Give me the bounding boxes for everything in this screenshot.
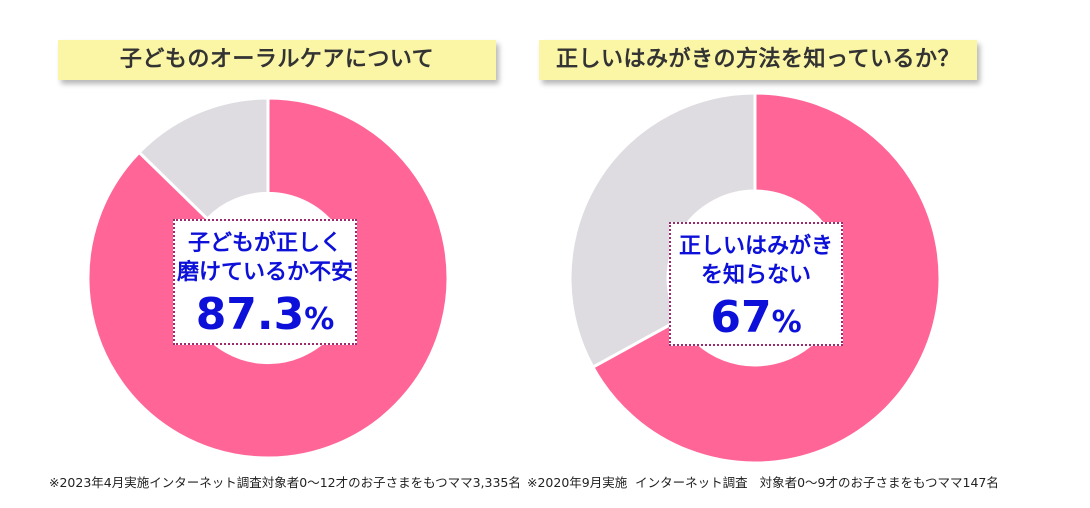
callout-left-value: 87.3 bbox=[195, 289, 305, 340]
callout-left-unit: % bbox=[304, 302, 335, 337]
callout-right-line1: 正しいはみがき bbox=[678, 234, 833, 259]
callout-right: 正しいはみがき を知らない 67% bbox=[669, 222, 843, 346]
callout-left-value-wrap: 87.3% bbox=[175, 289, 355, 346]
callout-left-line1: 子どもが正しく bbox=[187, 231, 342, 256]
note-left: ※2023年4月実施インターネット調査対象者0～12才のお子さまをもつママ3,3… bbox=[49, 475, 521, 490]
callout-right-value: 67 bbox=[710, 292, 772, 343]
note-right: ※2020年9月実施 インターネット調査 対象者0～9才のお子さまをもつママ14… bbox=[527, 475, 999, 490]
callout-right-value-wrap: 67% bbox=[671, 292, 841, 349]
chart-title-right: 正しいはみがきの方法を知っているか？ bbox=[539, 40, 977, 80]
chart-title-left: 子どものオーラルケアについて bbox=[58, 40, 496, 80]
callout-right-line2: を知らない bbox=[700, 263, 811, 288]
callout-right-unit: % bbox=[771, 305, 802, 340]
donut-slice-rest bbox=[137, 96, 270, 222]
callout-left-line2: 磨けているか不安 bbox=[176, 260, 353, 285]
callout-left: 子どもが正しく 磨けているか不安 87.3% bbox=[173, 219, 357, 345]
